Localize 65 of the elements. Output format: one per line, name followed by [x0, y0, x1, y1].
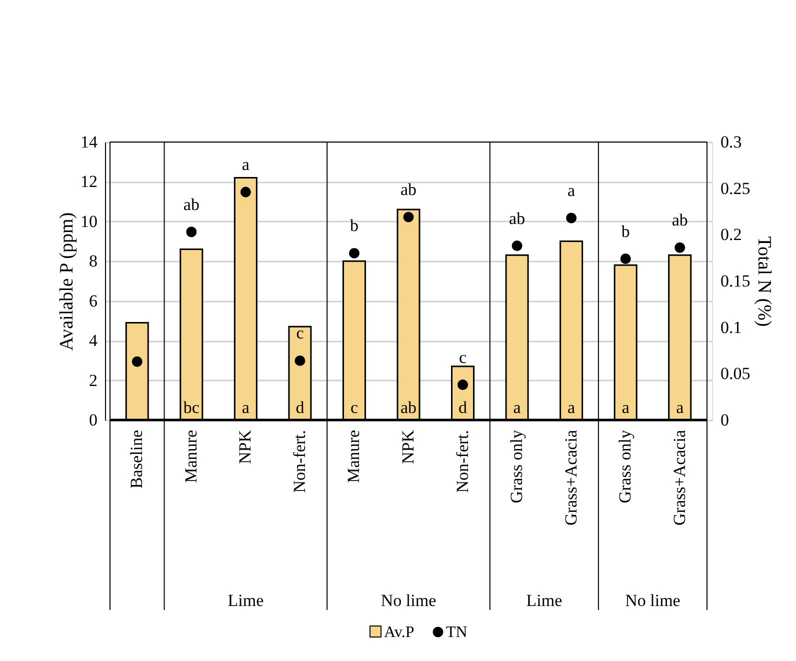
y-tick-label: 0 [89, 410, 98, 430]
data-label: ab [672, 210, 688, 230]
y2-tick-label: 0.1 [720, 318, 742, 337]
x-tick-label: Grass+Acacia [561, 430, 580, 526]
point [458, 380, 468, 390]
y2-tick-label: 0.2 [720, 225, 742, 244]
x-tick-label: Manure [344, 430, 364, 483]
data-label: ab [400, 398, 417, 417]
data-label: ab [400, 180, 417, 200]
data-label: c [459, 348, 467, 367]
text: Lime [526, 591, 562, 610]
data-label: bc [183, 398, 200, 417]
y-tick-label: 12 [80, 172, 98, 192]
y-tick-label: 6 [89, 291, 98, 310]
point [566, 212, 577, 224]
y2-axis-title: Total N (%) [753, 236, 774, 327]
data-label: a [568, 398, 576, 417]
data-label: c [296, 324, 304, 343]
y-tick-label: 10 [80, 212, 98, 231]
x-tick-label: NPK [236, 429, 255, 464]
data-label: b [621, 222, 630, 241]
y2-tick-label: 0.3 [720, 132, 742, 152]
y-tick-label: 2 [89, 370, 98, 390]
data-label: a [242, 155, 250, 174]
point [403, 212, 414, 222]
point [348, 248, 360, 258]
x-tick-label: Non-fert. [290, 430, 309, 493]
y2-tick-label: 0.05 [720, 364, 750, 384]
data-label: d [458, 398, 468, 417]
y2-tick-label: 0.15 [720, 272, 750, 290]
text: Lime [228, 591, 264, 610]
y-tick-label: 4 [89, 331, 98, 350]
x-tick-label: Grass only [616, 430, 635, 504]
legend-label: Av.P [384, 624, 414, 641]
data-label: ab [509, 208, 526, 228]
x-tick-label: Grass only [507, 430, 526, 504]
y-tick-label: 14 [80, 132, 98, 152]
point [186, 226, 197, 238]
point [240, 186, 251, 198]
point [620, 254, 631, 264]
data-label: b [350, 216, 358, 236]
y2-tick-label: 0 [720, 410, 729, 430]
point [512, 240, 522, 252]
x-tick-label: NPK [398, 429, 418, 464]
y-axis-title: Available P (ppm) [56, 212, 78, 351]
data-label: a [568, 180, 576, 200]
data-label: d [296, 398, 305, 417]
data-label: a [242, 398, 250, 417]
legend-label: TN [446, 624, 468, 641]
y-tick-label: 8 [89, 252, 98, 271]
x-tick-label: Non-fert. [452, 430, 472, 493]
text: No lime [625, 591, 680, 610]
data-label: a [513, 398, 522, 417]
data-label: c [350, 398, 358, 417]
point [132, 356, 142, 367]
x-tick-label: Grass+Acacia [670, 430, 689, 526]
point [674, 242, 686, 253]
x-tick-label: Baseline [127, 430, 146, 489]
data-label: a [622, 398, 630, 417]
data-label: a [676, 398, 684, 417]
x-tick-label: Manure [181, 430, 200, 483]
point [294, 355, 306, 366]
y2-tick-label: 0.25 [720, 178, 750, 198]
text: No lime [380, 591, 436, 610]
data-label: ab [183, 194, 200, 214]
